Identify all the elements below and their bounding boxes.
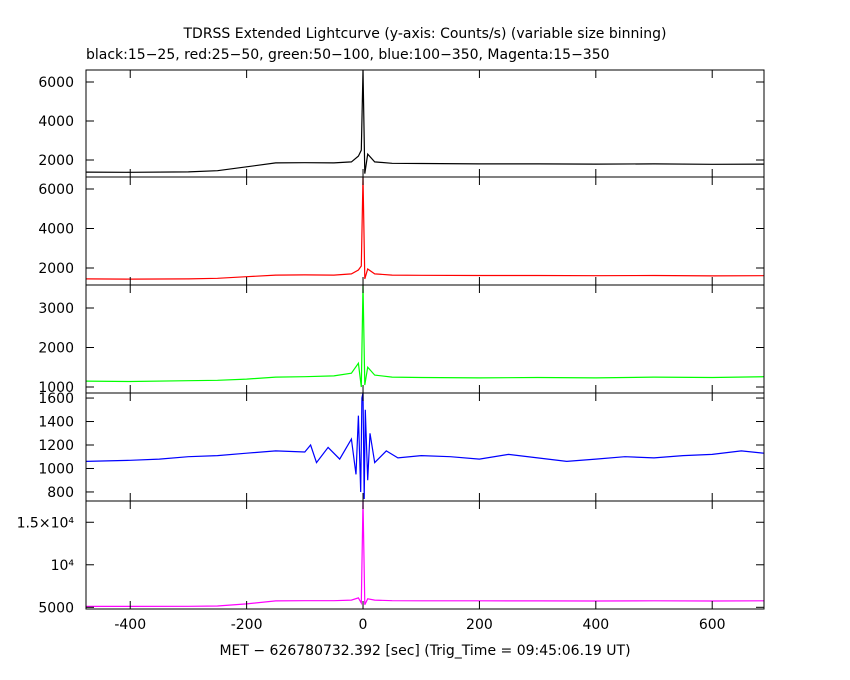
y-tick-label: 4000 (38, 114, 74, 130)
x-tick-label: 400 (582, 617, 609, 633)
y-tick-label: 2000 (38, 340, 74, 356)
x-axis-label: MET − 626780732.392 [sec] (Trig_Time = 0… (219, 643, 630, 659)
y-tick-label: 1400 (38, 415, 74, 431)
series-line (86, 177, 764, 280)
x-tick-label: -400 (114, 617, 146, 633)
x-tick-label: -200 (231, 617, 263, 633)
y-tick-label: 10⁴ (51, 558, 75, 574)
y-tick-label: 2000 (38, 153, 74, 169)
y-tick-label: 4000 (38, 222, 74, 238)
x-tick-label: 200 (466, 617, 493, 633)
series-line (86, 393, 764, 500)
chart-title: TDRSS Extended Lightcurve (y-axis: Count… (182, 26, 666, 42)
y-tick-label: 6000 (38, 75, 74, 91)
y-tick-label: 3000 (38, 301, 74, 317)
series-line (86, 70, 764, 174)
x-tick-label: 600 (699, 617, 726, 633)
panel-frame (85, 500, 765, 610)
y-tick-label: 2000 (38, 261, 74, 277)
y-tick-label: 800 (47, 485, 74, 501)
series-line (86, 501, 764, 607)
chart-subtitle: black:15−25, red:25−50, green:50−100, bl… (86, 47, 610, 63)
y-tick-label: 6000 (38, 182, 74, 198)
y-tick-label: 1600 (38, 391, 74, 407)
series-line (86, 285, 764, 388)
y-tick-label: 1.5×10⁴ (17, 515, 75, 531)
y-tick-label: 5000 (38, 600, 74, 616)
x-tick-label: 0 (359, 617, 368, 633)
y-tick-label: 1000 (38, 380, 74, 396)
y-tick-label: 1000 (38, 461, 74, 477)
y-tick-label: 1200 (38, 438, 74, 454)
